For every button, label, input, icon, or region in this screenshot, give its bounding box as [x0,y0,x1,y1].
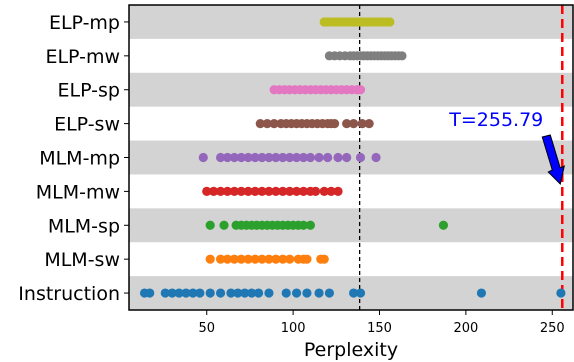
data-point [206,255,215,264]
data-point [320,255,329,264]
x-tick-label: 100 [281,321,306,336]
threshold-label: T=255.79 [448,109,543,131]
category-label: MLM-sw [44,249,120,271]
data-point [333,153,342,162]
category-label: ELP-sp [58,80,120,102]
category-label: Instruction [18,283,120,305]
data-point [342,153,351,162]
data-point [254,288,263,297]
category-label: ELP-mw [45,46,120,68]
data-point [371,153,380,162]
data-point [397,51,406,60]
x-tick-label: 200 [453,321,478,336]
data-point [195,288,204,297]
data-point [311,187,320,196]
x-axis: 50 100 150 200 250 [198,310,564,336]
data-point [333,187,342,196]
data-point [556,288,565,297]
x-axis-title: Perplexity [304,339,398,361]
data-point [323,153,332,162]
data-point [365,119,374,128]
x-tick-label: 250 [540,321,565,336]
data-point [356,288,365,297]
data-point [302,288,311,297]
x-tick-label: 50 [198,321,215,336]
data-point [282,288,291,297]
category-label: ELP-sw [54,114,120,136]
data-point [306,153,315,162]
y-axis: ELP-mp ELP-mw ELP-sp ELP-sw MLM-mp MLM-mw MLM-… [18,12,129,305]
data-point [385,17,394,26]
data-point [219,221,228,230]
data-point [145,288,154,297]
data-point [306,221,315,230]
data-point [330,119,339,128]
category-label: MLM-mp [39,148,120,170]
data-point [314,288,323,297]
category-label: MLM-sp [48,215,120,237]
data-point [199,153,208,162]
data-point [349,119,358,128]
data-point [206,221,215,230]
data-point [439,221,448,230]
row-band [129,208,573,242]
data-point [264,288,273,297]
data-point [292,288,301,297]
category-label: MLM-mw [36,181,120,203]
data-point [314,153,323,162]
data-point [356,85,365,94]
data-point [206,288,215,297]
data-point [302,255,311,264]
data-point [477,288,486,297]
x-tick-label: 150 [367,321,392,336]
data-point [216,288,225,297]
data-point [285,255,294,264]
data-point [325,288,334,297]
data-point [356,153,365,162]
category-label: ELP-mp [49,12,120,34]
